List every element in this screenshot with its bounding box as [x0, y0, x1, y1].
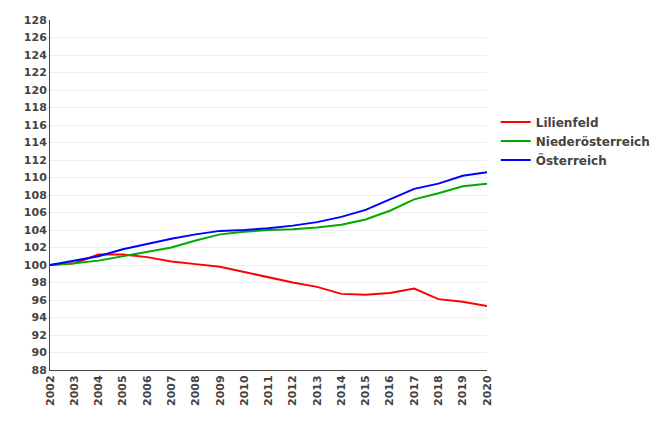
svg-text:2014: 2014: [335, 375, 348, 406]
svg-text:2009: 2009: [214, 375, 227, 406]
svg-text:Niederösterreich: Niederösterreich: [536, 135, 650, 149]
svg-text:112: 112: [24, 154, 47, 167]
svg-text:94: 94: [31, 311, 47, 324]
svg-text:102: 102: [24, 241, 47, 254]
svg-text:2011: 2011: [262, 375, 275, 406]
svg-text:110: 110: [24, 171, 47, 184]
svg-text:2018: 2018: [432, 375, 445, 406]
svg-text:2006: 2006: [141, 375, 154, 406]
svg-text:2012: 2012: [286, 375, 299, 406]
svg-text:2019: 2019: [456, 375, 469, 406]
svg-text:126: 126: [24, 31, 47, 44]
svg-text:100: 100: [24, 259, 47, 272]
svg-text:2013: 2013: [311, 375, 324, 406]
svg-text:116: 116: [24, 119, 47, 132]
svg-text:108: 108: [24, 189, 47, 202]
svg-text:2008: 2008: [189, 375, 202, 406]
svg-text:Österreich: Österreich: [536, 153, 607, 168]
svg-text:128: 128: [24, 14, 47, 27]
svg-text:2016: 2016: [383, 375, 396, 406]
svg-text:120: 120: [24, 84, 47, 97]
svg-text:90: 90: [31, 346, 47, 359]
svg-text:2010: 2010: [238, 375, 251, 406]
svg-text:2005: 2005: [116, 375, 129, 406]
svg-text:2017: 2017: [408, 375, 421, 406]
svg-text:2004: 2004: [92, 375, 105, 406]
svg-text:88: 88: [31, 364, 46, 377]
svg-text:98: 98: [31, 276, 46, 289]
svg-text:2015: 2015: [359, 375, 372, 406]
svg-text:104: 104: [24, 224, 47, 237]
svg-text:106: 106: [24, 206, 47, 219]
svg-text:124: 124: [24, 49, 47, 62]
svg-text:2007: 2007: [165, 375, 178, 406]
svg-text:Lilienfeld: Lilienfeld: [536, 116, 599, 130]
svg-text:96: 96: [31, 294, 47, 307]
svg-text:118: 118: [24, 101, 47, 114]
svg-text:2002: 2002: [44, 375, 57, 406]
svg-text:92: 92: [31, 329, 46, 342]
svg-text:114: 114: [24, 136, 47, 149]
svg-text:2020: 2020: [481, 375, 494, 406]
svg-text:122: 122: [24, 66, 47, 79]
svg-text:2003: 2003: [68, 375, 81, 406]
